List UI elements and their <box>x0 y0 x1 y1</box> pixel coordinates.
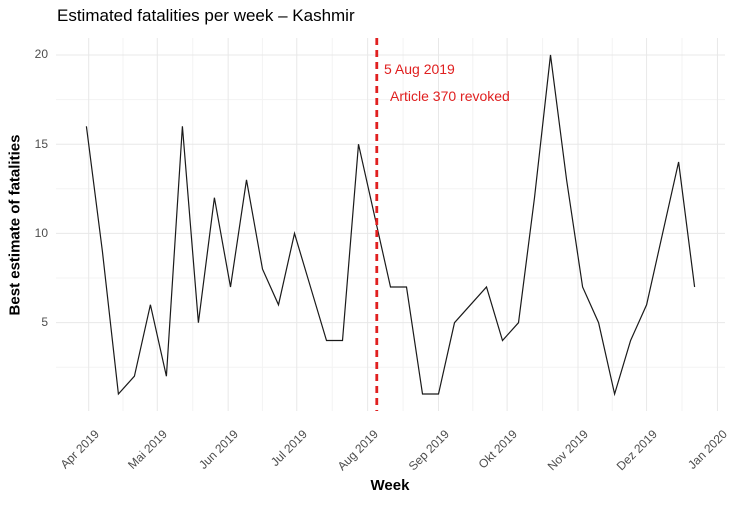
annotation-event-text: Article 370 revoked <box>390 88 510 104</box>
fatalities-line <box>85 54 696 397</box>
annotation-date-text: 5 Aug 2019 <box>384 61 455 77</box>
y-tick-label: 5 <box>41 315 48 330</box>
chart-title: Estimated fatalities per week – Kashmir <box>57 6 355 25</box>
y-tick-label: 20 <box>34 47 48 62</box>
y-tick-label: 15 <box>34 136 48 151</box>
x-axis-title: Week <box>370 477 410 494</box>
y-tick-label: 10 <box>34 225 48 240</box>
